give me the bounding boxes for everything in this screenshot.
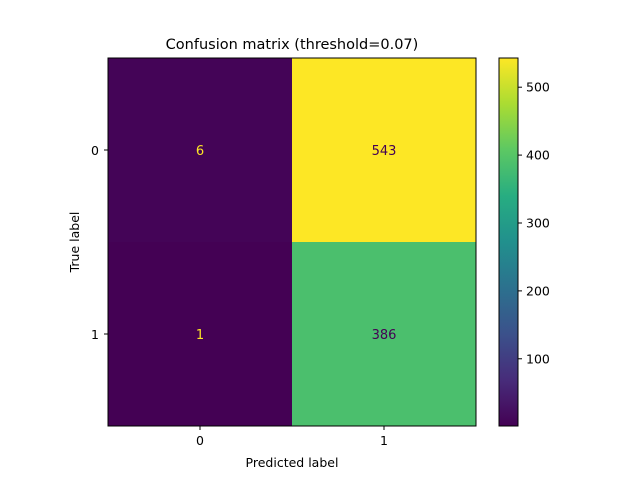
- x-axis-label: Predicted label: [246, 455, 339, 470]
- y-axis-ticks: 01: [91, 143, 108, 342]
- x-tick-label: 1: [380, 433, 388, 448]
- y-axis-label: True label: [67, 212, 82, 274]
- colorbar-tick-label: 300: [526, 215, 550, 230]
- matrix-cell-1-1: [292, 242, 476, 426]
- matrix-frame: [107, 57, 477, 427]
- matrix-cells: [108, 58, 476, 426]
- y-tick-label: 1: [91, 327, 99, 342]
- cell-label-1-0: 1: [196, 328, 204, 343]
- cell-label-0-1: 543: [372, 144, 397, 159]
- colorbar-tick-label: 100: [526, 351, 550, 366]
- matrix-cell-1-0: [108, 242, 292, 426]
- cell-label-1-1: 386: [372, 328, 397, 343]
- colorbar-tick-label: 400: [526, 148, 550, 163]
- y-tick-label: 0: [91, 143, 99, 158]
- cell-value-labels: 6 543 1 386: [196, 144, 397, 343]
- colorbar-frame: [498, 57, 519, 427]
- colorbar-tick-label: 200: [526, 283, 550, 298]
- colorbar-ticks: 100 200 300 400 500: [518, 80, 550, 366]
- x-tick-label: 0: [196, 433, 204, 448]
- matrix-cell-0-1: [292, 58, 476, 242]
- cell-label-0-0: 6: [196, 144, 204, 159]
- colorbar-tick-label: 500: [526, 80, 550, 95]
- chart-title: Confusion matrix (threshold=0.07): [166, 37, 419, 53]
- matrix-cell-0-0: [108, 58, 292, 242]
- colorbar: [499, 58, 518, 426]
